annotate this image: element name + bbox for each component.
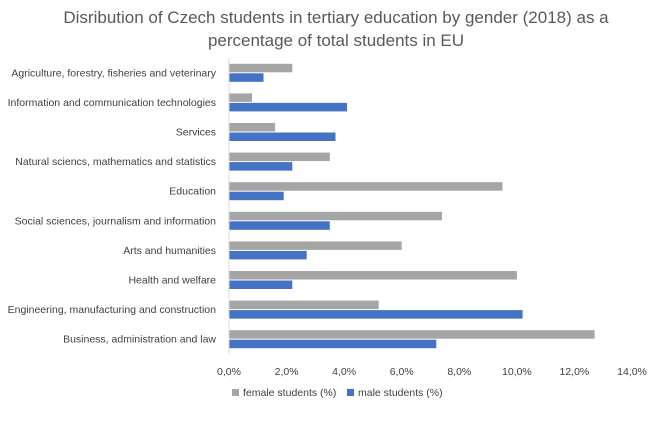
bar-male (229, 250, 307, 260)
x-tick-label: 4,0% (332, 366, 356, 378)
bar-female (229, 182, 503, 191)
chart-title-line-2: percentage of total students in EU (207, 31, 465, 50)
chart-title-line-1: Disribution of Czech students in tertiar… (63, 8, 609, 27)
category-label: Education (169, 186, 216, 198)
x-tick-label: 2,0% (275, 366, 299, 378)
bar-male (229, 73, 264, 82)
legend-label: male students (%) (358, 387, 443, 399)
category-label: Business, administration and law (63, 334, 216, 346)
category-label: Engineering, manufacturing and construct… (8, 304, 217, 316)
bar-male (229, 280, 293, 289)
category-label: Health and welfare (128, 275, 216, 287)
bar-female (229, 241, 402, 250)
x-tick-label: 14,0% (617, 366, 647, 378)
category-label: Social sciences, journalism and informat… (15, 215, 217, 227)
bar-male (229, 132, 336, 141)
legend-swatch-female (232, 389, 239, 396)
x-tick-label: 6,0% (390, 366, 414, 378)
category-label: Arts and humanities (123, 245, 216, 257)
bar-male (229, 310, 523, 319)
legend-label: female students (%) (243, 387, 336, 399)
bar-female (229, 330, 595, 339)
bar-male (229, 221, 330, 230)
bar-female (229, 300, 379, 310)
legend-swatch-male (347, 389, 354, 396)
bar-male (229, 191, 284, 201)
bar-female (229, 271, 517, 280)
bar-male (229, 339, 437, 349)
bar-male (229, 162, 293, 171)
bar-female (229, 63, 293, 73)
bar-female (229, 152, 330, 162)
bar-female (229, 123, 276, 132)
category-label: Agriculture, forestry, fisheries and vet… (11, 67, 216, 79)
category-label: Natural sciencs, mathematics and statist… (15, 156, 216, 168)
x-tick-label: 12,0% (560, 366, 590, 378)
bar-female (229, 211, 442, 221)
x-tick-label: 8,0% (447, 366, 471, 378)
x-tick-label: 10,0% (502, 366, 532, 378)
x-tick-label: 0,0% (217, 366, 241, 378)
category-label: Services (176, 127, 216, 139)
bar-female (229, 93, 252, 102)
chart-title: Disribution of Czech students in tertiar… (0, 6, 672, 52)
category-label: Information and communication technologi… (8, 97, 216, 109)
bar-male (229, 102, 347, 112)
